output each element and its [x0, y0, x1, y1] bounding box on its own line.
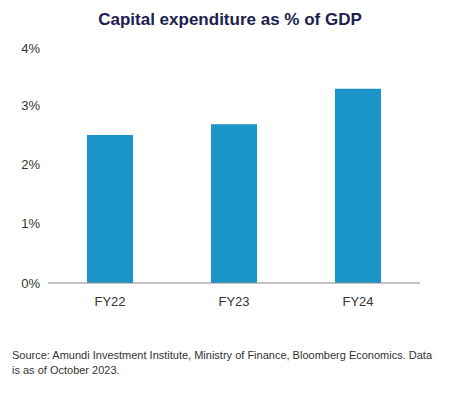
svg-text:FY22: FY22	[94, 294, 125, 309]
svg-text:FY24: FY24	[342, 294, 373, 309]
svg-text:3%: 3%	[21, 98, 40, 113]
svg-text:FY23: FY23	[218, 294, 249, 309]
svg-text:0%: 0%	[21, 276, 40, 291]
svg-text:1%: 1%	[21, 216, 40, 231]
svg-text:4%: 4%	[21, 41, 40, 56]
html-text:Source: Amundi Investment Inst: Source: Amundi Investment Institute, Min…	[12, 349, 432, 376]
html-text:Capital expenditure as % of GD: Capital expenditure as % of GDP	[98, 10, 362, 29]
svg-text:2%: 2%	[21, 157, 40, 172]
